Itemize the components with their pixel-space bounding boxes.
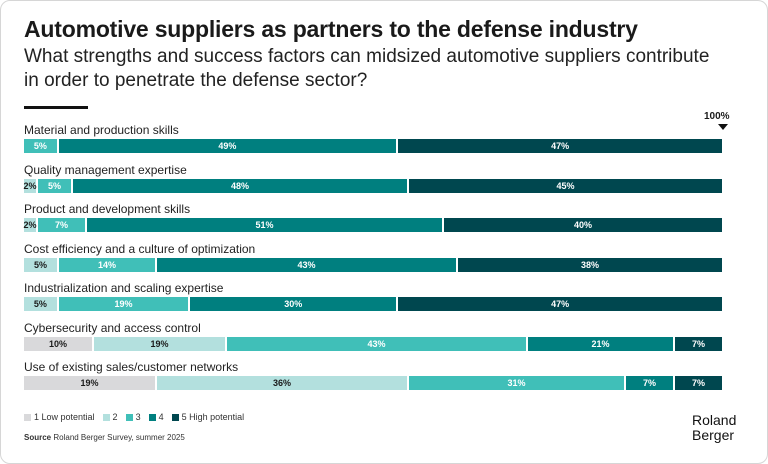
legend-item: 4: [148, 412, 164, 422]
category-label: Cost efficiency and a culture of optimiz…: [24, 241, 256, 256]
legend-label: 1 Low potential: [34, 412, 95, 422]
bar-segment-level-3: 31%: [409, 376, 624, 390]
bar-segment-level-2: 19%: [94, 336, 225, 351]
legend-swatch: [171, 413, 179, 421]
bar-segment-level-5: 45%: [409, 178, 722, 193]
legend-swatch: [102, 413, 110, 421]
bar-segment-level-2: 36%: [157, 376, 407, 390]
legend: 1 Low potential 2 3 4 5 High potential: [24, 412, 244, 422]
bar-segment-level-5: 47%: [398, 297, 722, 311]
bar-segment-level-2: 2%: [23, 218, 37, 232]
total-label: 100%: [704, 111, 730, 122]
bar-segment-level-4: 51%: [87, 218, 442, 232]
legend-swatch: [125, 413, 133, 421]
category-label: Material and production skills: [24, 123, 179, 137]
legend-item: 2: [102, 412, 118, 422]
category-label: Quality management expertise: [24, 162, 187, 177]
bar-segment-level-3: 7%: [38, 218, 85, 232]
source-text: Roland Berger Survey, summer 2025: [53, 433, 185, 442]
bar-segment-level-3: 5%: [24, 139, 57, 153]
chart-title: Automotive suppliers as partners to the …: [24, 16, 638, 42]
roland-berger-logo: Roland Berger: [692, 412, 737, 443]
bar-segment-level-2: 2%: [23, 178, 37, 193]
legend-swatch: [24, 413, 31, 421]
bar-segment-level-5: 47%: [398, 139, 722, 153]
chart-subtitle: What strengths and success factors can m…: [24, 46, 710, 91]
bar-segment-level-4: 49%: [58, 139, 397, 153]
bar-segment-level-5: 38%: [458, 257, 722, 272]
bar-segment-level-2: 5%: [24, 257, 57, 272]
source-label: Source: [24, 433, 52, 442]
bar-segment-level-1: 10%: [24, 336, 92, 351]
bar-segment-level-5: 7%: [675, 336, 722, 351]
category-label: Industrialization and scaling expertise: [24, 281, 224, 295]
legend-swatch: [148, 413, 156, 421]
title-divider: [24, 106, 88, 109]
down-arrow-icon: [718, 124, 728, 130]
bar-segment-level-4: 7%: [626, 376, 673, 390]
bar-segment-level-4: 21%: [528, 336, 673, 351]
category-label: Product and development skills: [24, 202, 191, 216]
legend-label: 5 High potential: [181, 412, 245, 422]
bar-segment-level-4: 43%: [157, 257, 456, 272]
bar-segment-level-5: 7%: [675, 376, 722, 390]
bar-segment-level-3: 43%: [227, 336, 526, 351]
bar-segment-level-4: 30%: [190, 297, 397, 311]
legend-item: 5 High potential: [171, 412, 245, 422]
bar-segment-level-3: 19%: [58, 297, 189, 311]
legend-label: 3: [135, 412, 141, 422]
legend-label: 2: [112, 412, 118, 422]
bar-segment-level-1: 19%: [24, 376, 155, 390]
legend-item: 3: [125, 412, 141, 422]
bar-segment-level-3: 14%: [59, 257, 155, 272]
source-note: Source Roland Berger Survey, summer 2025: [24, 433, 185, 442]
legend-label: 4: [158, 412, 164, 422]
bar-segment-level-3: 5%: [38, 178, 71, 193]
bar-segment-level-2: 5%: [24, 297, 57, 311]
category-label: Use of existing sales/customer networks: [24, 360, 239, 374]
legend-item: 1 Low potential: [24, 412, 95, 422]
bar-segment-level-4: 48%: [73, 178, 407, 193]
bar-segment-level-5: 40%: [444, 218, 722, 232]
category-label: Cybersecurity and access control: [24, 320, 201, 335]
